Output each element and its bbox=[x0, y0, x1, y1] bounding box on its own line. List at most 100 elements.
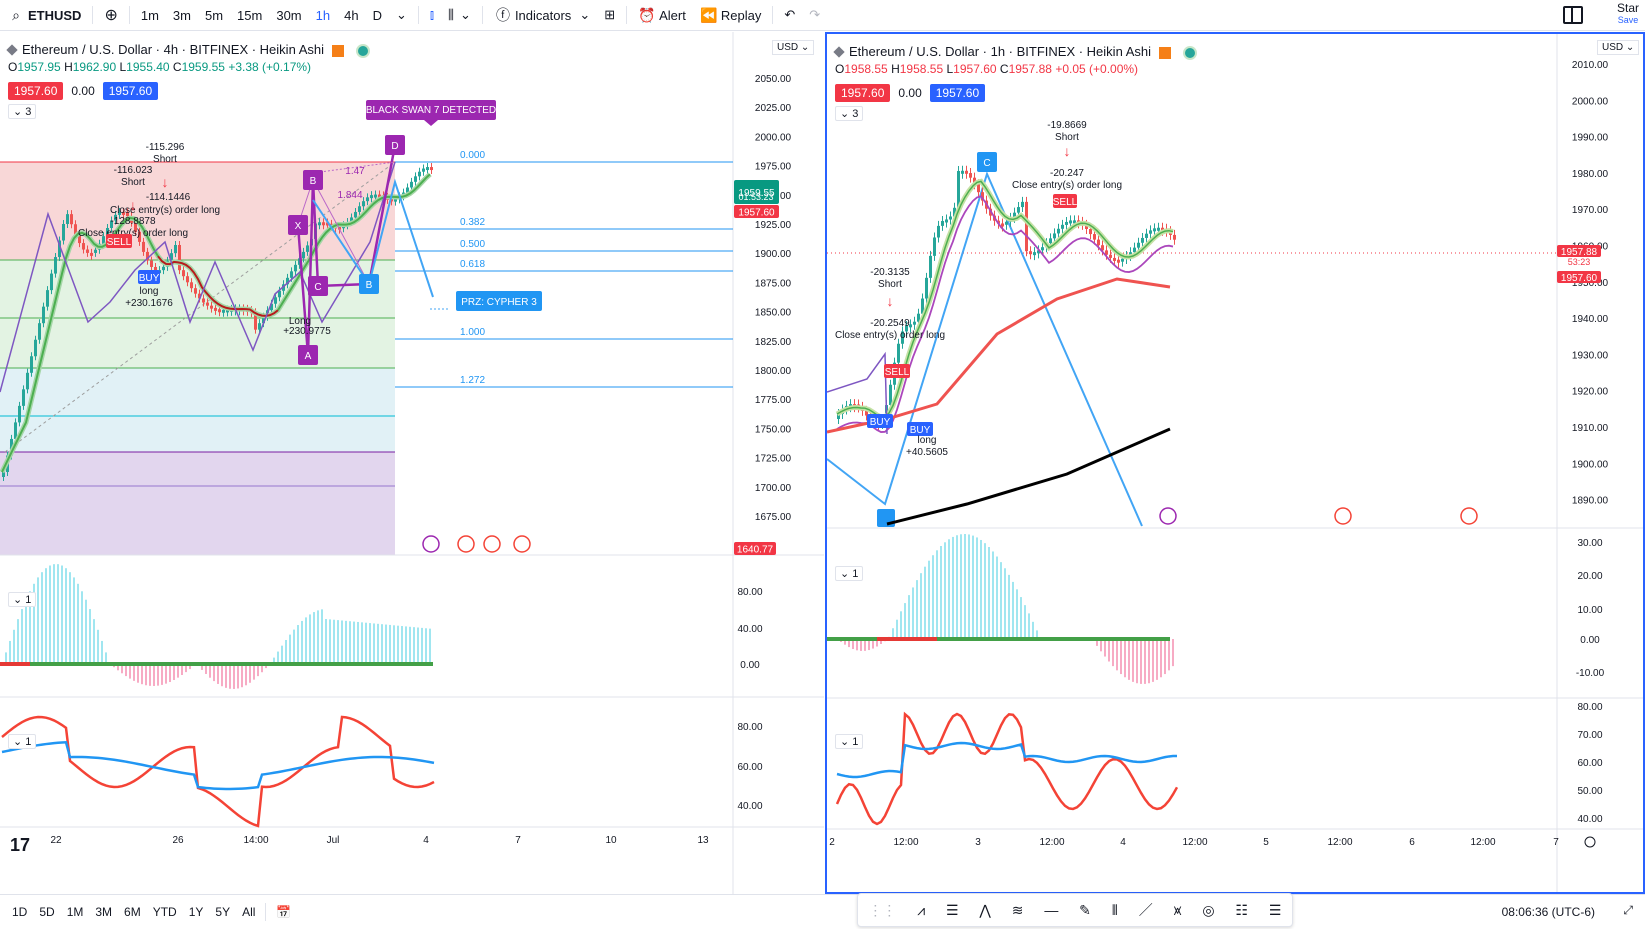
save-button[interactable]: Star Save bbox=[1617, 2, 1639, 26]
price-tick: 1700.00 bbox=[755, 483, 792, 494]
range-1y[interactable]: 1Y bbox=[188, 905, 204, 919]
candle-body bbox=[422, 168, 425, 172]
interval-30m[interactable]: 30m bbox=[276, 7, 302, 23]
replay-button[interactable]: ⏪ Replay bbox=[693, 0, 768, 30]
goto-date-button[interactable]: 📅 bbox=[270, 905, 297, 919]
candles-icon: ⫾ bbox=[429, 7, 435, 22]
sell-marker-bg bbox=[884, 364, 910, 378]
candle-body bbox=[54, 257, 57, 274]
symbol-search[interactable]: ⌕ ETHUSD bbox=[0, 0, 88, 30]
alert-button[interactable]: ⏰ Alert bbox=[631, 0, 693, 30]
drag-handle-icon[interactable]: ⋮⋮ bbox=[868, 901, 897, 918]
undo-button[interactable]: ↶ bbox=[777, 0, 802, 30]
candle-body bbox=[138, 231, 141, 242]
spiral-tool-icon[interactable]: ◎ bbox=[1202, 901, 1215, 918]
time-tick: 2 bbox=[829, 837, 835, 848]
bid-price-tag-bg bbox=[734, 205, 779, 218]
candle-body bbox=[106, 227, 109, 237]
candle-body bbox=[941, 220, 944, 226]
trade-pnl: -128.8878 bbox=[110, 216, 155, 227]
rsi-line-red bbox=[1, 715, 435, 828]
trend-line-icon[interactable]: ／ bbox=[1138, 902, 1153, 918]
price-tick: 2025.00 bbox=[755, 103, 792, 114]
bars-tool-icon[interactable]: ⦀ bbox=[1111, 901, 1118, 918]
pattern-tool-icon[interactable]: ⩘ bbox=[917, 901, 926, 918]
bar-style-button[interactable]: ⫾ bbox=[423, 0, 441, 30]
candle-body bbox=[1025, 201, 1028, 252]
interval-3m[interactable]: 3m bbox=[172, 7, 191, 23]
currency-selector[interactable]: USD ⌄ bbox=[1597, 40, 1640, 55]
horizontal-line-icon[interactable]: — bbox=[1044, 902, 1059, 918]
sell-price-button[interactable]: 1957.60 bbox=[835, 84, 891, 102]
high-value: 1962.90 bbox=[72, 60, 117, 74]
xabcd-pattern-icon[interactable]: ⩙ bbox=[1173, 901, 1182, 918]
fib-tool-icon[interactable]: ≋ bbox=[1011, 901, 1024, 918]
chart-type-button[interactable]: ⫼ ⌄ bbox=[441, 0, 478, 30]
buy-price-button[interactable]: 1957.60 bbox=[929, 84, 986, 102]
left-chart-canvas[interactable]: 2050.002025.002000.001975.001950.001925.… bbox=[0, 32, 824, 894]
left-chart-legend: Ethereum / U.S. Dollar · 4h · BITFINEX ·… bbox=[6, 42, 370, 58]
osc2-toggle[interactable]: ⌄ 1 bbox=[8, 734, 37, 749]
candle-body bbox=[322, 222, 325, 226]
indicators-button[interactable]: ⓕ Indicators ⌄ bbox=[487, 0, 597, 30]
redo-button[interactable]: ↷ bbox=[802, 0, 827, 30]
event-icon bbox=[1334, 507, 1352, 525]
candle-body bbox=[290, 271, 293, 278]
interval-d[interactable]: D bbox=[372, 7, 382, 23]
buy-price-button[interactable]: 1957.60 bbox=[102, 82, 159, 100]
range-3m[interactable]: 3M bbox=[95, 905, 113, 919]
candle-body bbox=[1085, 224, 1088, 230]
candle-body bbox=[949, 216, 952, 220]
left-chart-pane[interactable]: 2050.002025.002000.001975.001950.001925.… bbox=[0, 32, 824, 894]
buy-marker-bg bbox=[867, 414, 893, 428]
range-all[interactable]: All bbox=[242, 905, 256, 919]
range-5y[interactable]: 5Y bbox=[215, 905, 231, 919]
settings-list-icon[interactable]: ☰ bbox=[1268, 901, 1282, 918]
symbol-icon bbox=[833, 46, 845, 58]
osc2-toggle[interactable]: ⌄ 1 bbox=[835, 734, 864, 749]
xabcd-tool-icon[interactable]: ⋀ bbox=[979, 901, 991, 918]
candle-body bbox=[318, 222, 321, 226]
interval-4h[interactable]: 4h bbox=[344, 7, 359, 23]
range-1d[interactable]: 1D bbox=[12, 905, 28, 919]
currency-selector[interactable]: USD ⌄ bbox=[772, 40, 815, 55]
candle-body bbox=[254, 312, 257, 330]
range-ytd[interactable]: YTD bbox=[152, 905, 177, 919]
range-5d[interactable]: 5D bbox=[39, 905, 55, 919]
fib-level-label: 1.272 bbox=[460, 375, 485, 386]
interval-dropdown[interactable]: ⌄ bbox=[389, 0, 414, 30]
candle-body bbox=[1141, 237, 1144, 243]
candle-body bbox=[1101, 245, 1104, 251]
right-chart-canvas[interactable]: 2010.002000.001990.001980.001970.001960.… bbox=[827, 34, 1643, 892]
fib-level-label: 0.500 bbox=[460, 239, 485, 250]
clock[interactable]: 08:06:36 (UTC-6) bbox=[1501, 905, 1595, 919]
range-6m[interactable]: 6M bbox=[124, 905, 141, 919]
interval-15m[interactable]: 15m bbox=[237, 7, 263, 23]
candle-body bbox=[114, 214, 117, 221]
interval-1m[interactable]: 1m bbox=[140, 7, 159, 23]
fullscreen-icon[interactable]: ⤢ bbox=[1623, 903, 1633, 917]
indicator-toggle[interactable]: ⌄ 3 bbox=[835, 106, 864, 121]
osc-tick: 60.00 bbox=[737, 762, 762, 773]
candle-body bbox=[118, 211, 121, 215]
templates-button[interactable]: ⊞ bbox=[597, 0, 622, 30]
compare-button[interactable]: ⊕ bbox=[97, 0, 124, 30]
interval-1h[interactable]: 1h bbox=[315, 7, 331, 23]
pitchfork-tool-icon[interactable]: ☰ bbox=[946, 901, 959, 918]
channel-tool-icon[interactable]: ☷ bbox=[1235, 901, 1248, 918]
layout-icon[interactable] bbox=[1563, 6, 1583, 24]
osc1-toggle[interactable]: ⌄ 1 bbox=[835, 566, 864, 581]
market-open-icon bbox=[1182, 45, 1197, 60]
right-chart-pane[interactable]: 2010.002000.001990.001980.001970.001960.… bbox=[825, 32, 1645, 894]
pattern-point-c-bg bbox=[308, 276, 328, 296]
chevron-down-icon: ⌄ bbox=[395, 7, 407, 22]
range-1m[interactable]: 1M bbox=[66, 905, 84, 919]
indicator-toggle[interactable]: ⌄ 3 bbox=[8, 104, 37, 119]
osc1-toggle[interactable]: ⌄ 1 bbox=[8, 592, 37, 607]
sell-price-button[interactable]: 1957.60 bbox=[8, 82, 64, 100]
candle-body bbox=[1001, 223, 1004, 227]
brush-tool-icon[interactable]: ✎ bbox=[1079, 901, 1091, 918]
price-tick: 2000.00 bbox=[755, 132, 792, 143]
interval-5m[interactable]: 5m bbox=[204, 7, 224, 23]
right-chart-legend: Ethereum / U.S. Dollar · 1h · BITFINEX ·… bbox=[833, 44, 1197, 60]
